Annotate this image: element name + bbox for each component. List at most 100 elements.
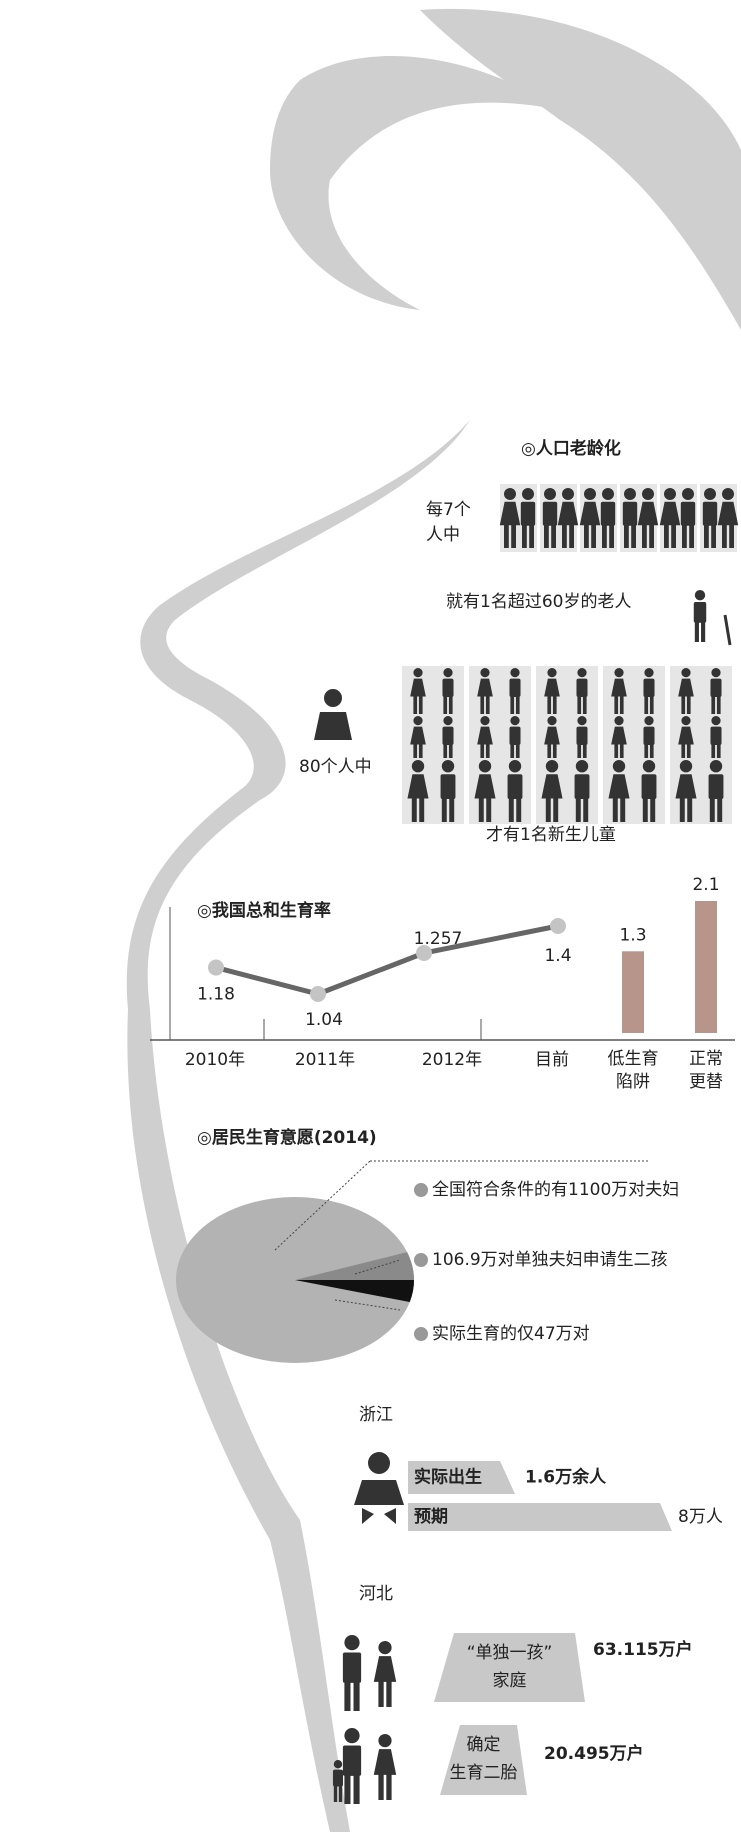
data-label: 1.4 bbox=[544, 946, 571, 966]
leg bbox=[413, 696, 417, 714]
head bbox=[614, 716, 623, 725]
leg bbox=[614, 696, 618, 714]
head bbox=[544, 488, 556, 500]
band-label: 预期 bbox=[414, 1507, 448, 1527]
data-label: 1.3 bbox=[619, 925, 646, 945]
head bbox=[710, 760, 722, 772]
body bbox=[543, 502, 557, 526]
leg bbox=[516, 696, 520, 714]
leg bbox=[602, 524, 607, 548]
leg bbox=[644, 696, 648, 714]
baby-head bbox=[324, 689, 342, 707]
data-label: 1.257 bbox=[414, 929, 463, 949]
leg bbox=[354, 1681, 360, 1711]
point bbox=[208, 960, 224, 976]
head bbox=[546, 760, 558, 772]
aging-text: 80个人中 bbox=[299, 757, 372, 777]
head bbox=[624, 488, 636, 500]
head bbox=[613, 760, 625, 772]
x-tick-label: 低生育陷阱 bbox=[606, 1048, 660, 1094]
leg bbox=[486, 797, 491, 822]
body bbox=[642, 774, 657, 799]
head bbox=[378, 1641, 391, 1654]
aging-text: 人中 bbox=[426, 525, 460, 545]
head bbox=[644, 716, 653, 725]
leg bbox=[682, 524, 687, 548]
leg bbox=[717, 696, 721, 714]
body bbox=[623, 502, 637, 526]
x-tick-label: 2011年 bbox=[295, 1050, 355, 1070]
head bbox=[480, 668, 489, 677]
leg bbox=[631, 524, 636, 548]
leg bbox=[553, 797, 558, 822]
leg bbox=[529, 524, 534, 548]
data-label: 2.1 bbox=[692, 875, 719, 895]
leg bbox=[687, 696, 691, 714]
leg bbox=[443, 696, 447, 714]
head bbox=[643, 760, 655, 772]
leg bbox=[378, 1774, 383, 1800]
body bbox=[442, 727, 453, 745]
leg bbox=[576, 797, 581, 822]
leg bbox=[649, 524, 654, 548]
body bbox=[694, 602, 706, 623]
aging-text: 每7个 bbox=[426, 500, 471, 520]
leg bbox=[711, 696, 715, 714]
head bbox=[576, 760, 588, 772]
x-tick-label: 2010年 bbox=[185, 1050, 245, 1070]
leg bbox=[480, 696, 484, 714]
leg bbox=[339, 1785, 342, 1802]
leg bbox=[419, 696, 423, 714]
page: ◎人口老龄化 每7个 人中 就有1名超过60岁的老人 80个人中 才有1名新生儿… bbox=[0, 0, 741, 1832]
data-label: 1.04 bbox=[305, 1010, 343, 1030]
legend-label: 实际生育的仅47万对 bbox=[432, 1324, 590, 1344]
infographic: ◎人口老龄化 每7个 人中 就有1名超过60岁的老人 80个人中 才有1名新生儿… bbox=[0, 0, 741, 1832]
leg bbox=[704, 524, 709, 548]
body bbox=[601, 502, 615, 526]
leg bbox=[386, 1774, 391, 1800]
baby-legs bbox=[362, 1508, 396, 1524]
cane bbox=[725, 615, 730, 645]
head bbox=[479, 760, 491, 772]
bar bbox=[695, 901, 717, 1033]
leg bbox=[510, 696, 514, 714]
body bbox=[333, 1770, 343, 1787]
body bbox=[575, 774, 590, 799]
leg bbox=[717, 797, 722, 822]
leg bbox=[412, 797, 417, 822]
head bbox=[681, 716, 690, 725]
leg bbox=[650, 696, 654, 714]
band-label: 生育二胎 bbox=[450, 1763, 518, 1783]
region-title: 浙江 bbox=[359, 1405, 393, 1425]
head bbox=[682, 488, 694, 500]
baby-body bbox=[354, 1480, 404, 1505]
person-icon bbox=[374, 1734, 396, 1800]
leg bbox=[344, 1681, 350, 1711]
head bbox=[711, 716, 720, 725]
line bbox=[216, 926, 558, 994]
region-title: 河北 bbox=[359, 1584, 393, 1604]
head bbox=[344, 1728, 359, 1743]
head bbox=[722, 488, 734, 500]
body bbox=[703, 502, 717, 526]
leg bbox=[419, 797, 424, 822]
head bbox=[522, 488, 534, 500]
leg bbox=[449, 797, 454, 822]
leg bbox=[584, 524, 589, 548]
leg bbox=[344, 1774, 350, 1804]
body bbox=[509, 727, 520, 745]
head bbox=[442, 760, 454, 772]
leg bbox=[378, 1681, 383, 1707]
head bbox=[344, 1635, 359, 1650]
leg bbox=[547, 696, 551, 714]
value-label: 8万人 bbox=[678, 1507, 723, 1527]
leg bbox=[479, 797, 484, 822]
leg bbox=[386, 1681, 391, 1707]
leg bbox=[442, 797, 447, 822]
body bbox=[710, 679, 721, 697]
body bbox=[643, 727, 654, 745]
body bbox=[343, 1652, 361, 1682]
icon-bg bbox=[603, 666, 665, 716]
head bbox=[644, 668, 653, 677]
leg bbox=[613, 797, 618, 822]
